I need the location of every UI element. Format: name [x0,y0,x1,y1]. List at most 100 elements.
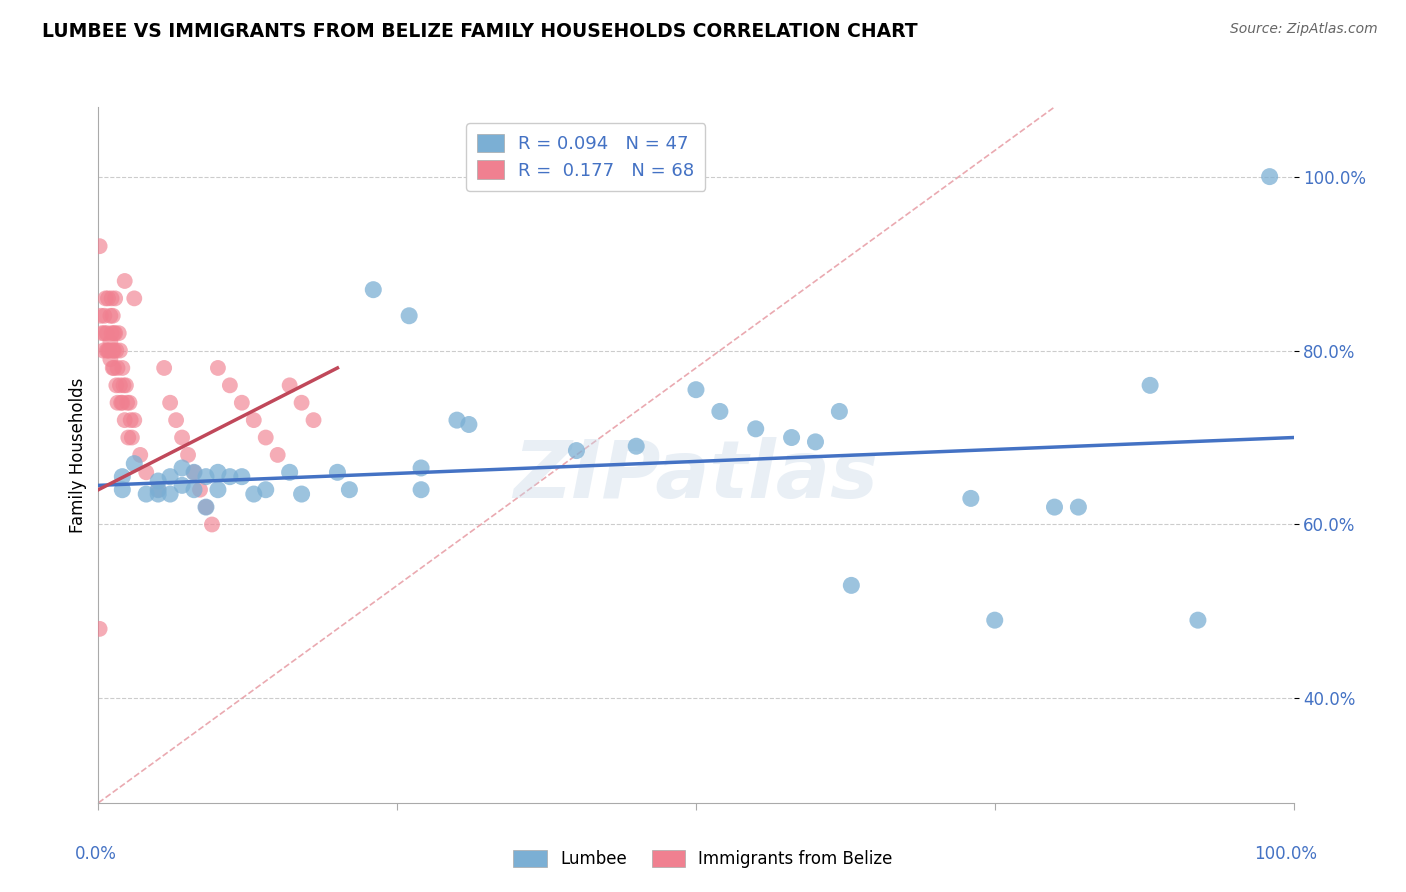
Point [839,578,862,592]
Point [685,383,707,397]
Point [114,274,136,288]
Point [135,466,157,480]
Point [188,483,211,497]
Point [121,430,143,444]
Point [1043,500,1066,514]
Point [103,360,125,375]
Point [117,430,139,444]
Point [110,395,132,409]
Point [93,309,115,323]
Point [565,443,588,458]
Point [89,239,111,253]
Point [90,309,112,323]
Point [89,622,111,636]
Point [165,413,187,427]
Point [108,378,131,392]
Point [159,395,181,409]
Point [148,487,170,501]
Point [91,326,114,340]
Point [108,343,131,358]
Point [219,469,242,483]
Point [183,483,205,497]
Point [411,483,433,497]
Point [101,309,124,323]
Point [148,474,170,488]
Point [242,413,264,427]
Point [177,448,200,462]
Point [98,334,122,349]
Point [107,360,129,375]
Point [231,469,253,483]
Point [103,326,125,340]
Point [107,395,129,409]
Point [112,378,135,392]
Text: LUMBEE VS IMMIGRANTS FROM BELIZE FAMILY HOUSEHOLDS CORRELATION CHART: LUMBEE VS IMMIGRANTS FROM BELIZE FAMILY … [42,22,918,41]
Point [115,378,138,392]
Point [172,430,194,444]
Point [124,291,146,305]
Point [207,483,229,497]
Point [97,343,120,358]
Point [105,343,128,358]
Point [135,487,157,501]
Point [780,430,803,444]
Point [100,326,122,340]
Point [96,343,118,358]
Point [101,343,124,358]
Text: 100.0%: 100.0% [1254,845,1317,863]
Point [278,466,301,480]
Point [983,613,1005,627]
Point [1067,500,1090,514]
Point [100,291,122,305]
Point [124,457,146,471]
Legend: R = 0.094   N = 47, R =  0.177   N = 68: R = 0.094 N = 47, R = 0.177 N = 68 [465,123,706,191]
Point [96,326,118,340]
Point [446,413,468,427]
Point [93,326,115,340]
Point [153,360,176,375]
Point [107,326,129,340]
Point [745,422,768,436]
Point [120,413,142,427]
Point [363,283,385,297]
Point [111,469,134,483]
Point [326,466,349,480]
Point [94,291,117,305]
Point [457,417,479,432]
Point [111,483,134,497]
Point [624,439,647,453]
Point [207,360,229,375]
Point [172,461,194,475]
Text: Source: ZipAtlas.com: Source: ZipAtlas.com [1230,22,1378,37]
Point [207,466,229,480]
Point [267,448,290,462]
Point [159,469,181,483]
Point [183,466,205,480]
Text: 0.0%: 0.0% [75,845,117,863]
Point [124,413,146,427]
Point [98,309,122,323]
Point [104,291,127,305]
Point [804,434,827,449]
Point [201,517,224,532]
Point [254,483,277,497]
Point [105,378,128,392]
Point [1187,613,1209,627]
Point [148,483,170,497]
Point [101,360,124,375]
Point [98,343,121,358]
Legend: Lumbee, Immigrants from Belize: Lumbee, Immigrants from Belize [506,843,900,875]
Point [111,360,134,375]
Point [337,483,360,497]
Point [242,487,264,501]
Point [194,500,217,514]
Point [302,413,325,427]
Point [290,487,312,501]
Point [172,478,194,492]
Point [148,483,170,497]
Point [290,395,312,409]
Point [97,291,120,305]
Point [118,395,141,409]
Point [1139,378,1161,392]
Point [104,326,127,340]
